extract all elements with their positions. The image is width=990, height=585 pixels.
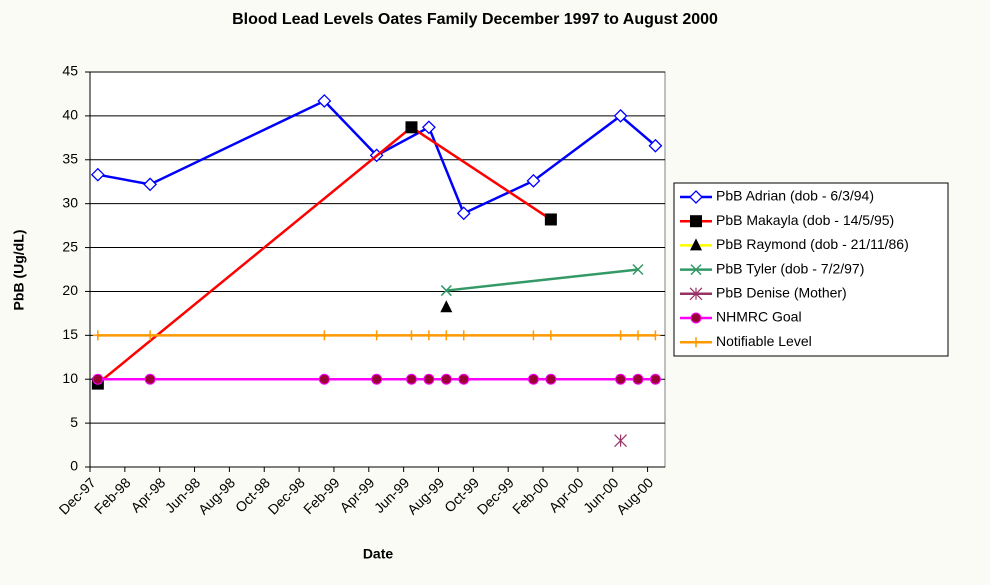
marker	[423, 373, 435, 385]
marker	[92, 373, 104, 385]
y-tick-label: 30	[62, 194, 78, 210]
marker	[145, 330, 156, 341]
legend-label: NHMRC Goal	[716, 309, 802, 325]
legend-marker	[690, 215, 702, 228]
y-tick-label: 35	[62, 150, 78, 166]
legend-marker	[691, 337, 701, 348]
marker	[458, 330, 469, 341]
marker	[648, 138, 663, 153]
marker	[545, 373, 557, 385]
legend-marker	[689, 190, 703, 204]
plot-area	[89, 71, 666, 468]
marker	[406, 330, 417, 341]
marker	[458, 373, 470, 385]
marker	[421, 120, 436, 135]
marker	[527, 373, 539, 385]
marker	[650, 330, 661, 341]
marker	[317, 94, 332, 108]
marker	[632, 330, 643, 341]
legend-marker	[690, 238, 702, 251]
marker	[441, 330, 452, 341]
marker	[545, 330, 556, 341]
legend-marker	[690, 264, 702, 276]
marker	[649, 373, 661, 385]
marker	[544, 213, 557, 226]
legend-label: PbB Raymond (dob - 21/11/86)	[716, 236, 909, 252]
marker	[614, 434, 627, 448]
y-tick-label: 25	[62, 238, 78, 254]
y-tick-label: 0	[70, 458, 78, 474]
legend	[673, 182, 949, 357]
y-tick-label: 20	[62, 282, 78, 298]
legend-marker	[690, 312, 702, 324]
legend-label: PbB Makayla (dob - 14/5/95)	[716, 212, 894, 228]
marker	[440, 373, 452, 385]
marker	[440, 300, 453, 313]
marker	[632, 373, 644, 385]
y-tick-label: 40	[62, 107, 78, 123]
x-axis-label: Date	[363, 546, 394, 562]
marker	[90, 167, 105, 182]
marker	[423, 330, 434, 341]
y-tick-label: 5	[70, 414, 78, 430]
marker	[144, 373, 156, 385]
series-line	[446, 268, 639, 292]
y-tick-label: 10	[62, 370, 78, 386]
y-axis-label: PbB (Ug/dL)	[11, 230, 27, 311]
legend-label: Notifiable Level	[716, 333, 812, 349]
marker	[613, 108, 628, 123]
marker	[615, 330, 626, 341]
legend-label: PbB Denise (Mother)	[716, 285, 847, 301]
marker	[319, 330, 330, 341]
marker	[92, 330, 103, 341]
marker	[528, 330, 539, 341]
legend-label: PbB Tyler (dob - 7/2/97)	[716, 260, 864, 276]
marker	[615, 373, 627, 385]
y-tick-label: 15	[62, 326, 78, 342]
marker	[143, 177, 158, 192]
marker	[405, 121, 418, 134]
marker	[318, 373, 330, 385]
marker	[371, 373, 383, 385]
marker	[526, 173, 541, 188]
chart-title: Blood Lead Levels Oates Family December …	[232, 11, 718, 28]
marker	[632, 263, 644, 276]
marker	[440, 285, 452, 297]
marker	[371, 330, 382, 341]
marker	[405, 373, 417, 385]
y-tick-label: 45	[62, 63, 78, 79]
legend-marker	[689, 287, 703, 301]
legend-label: PbB Adrian (dob - 6/3/94)	[716, 188, 874, 204]
marker	[456, 206, 471, 221]
